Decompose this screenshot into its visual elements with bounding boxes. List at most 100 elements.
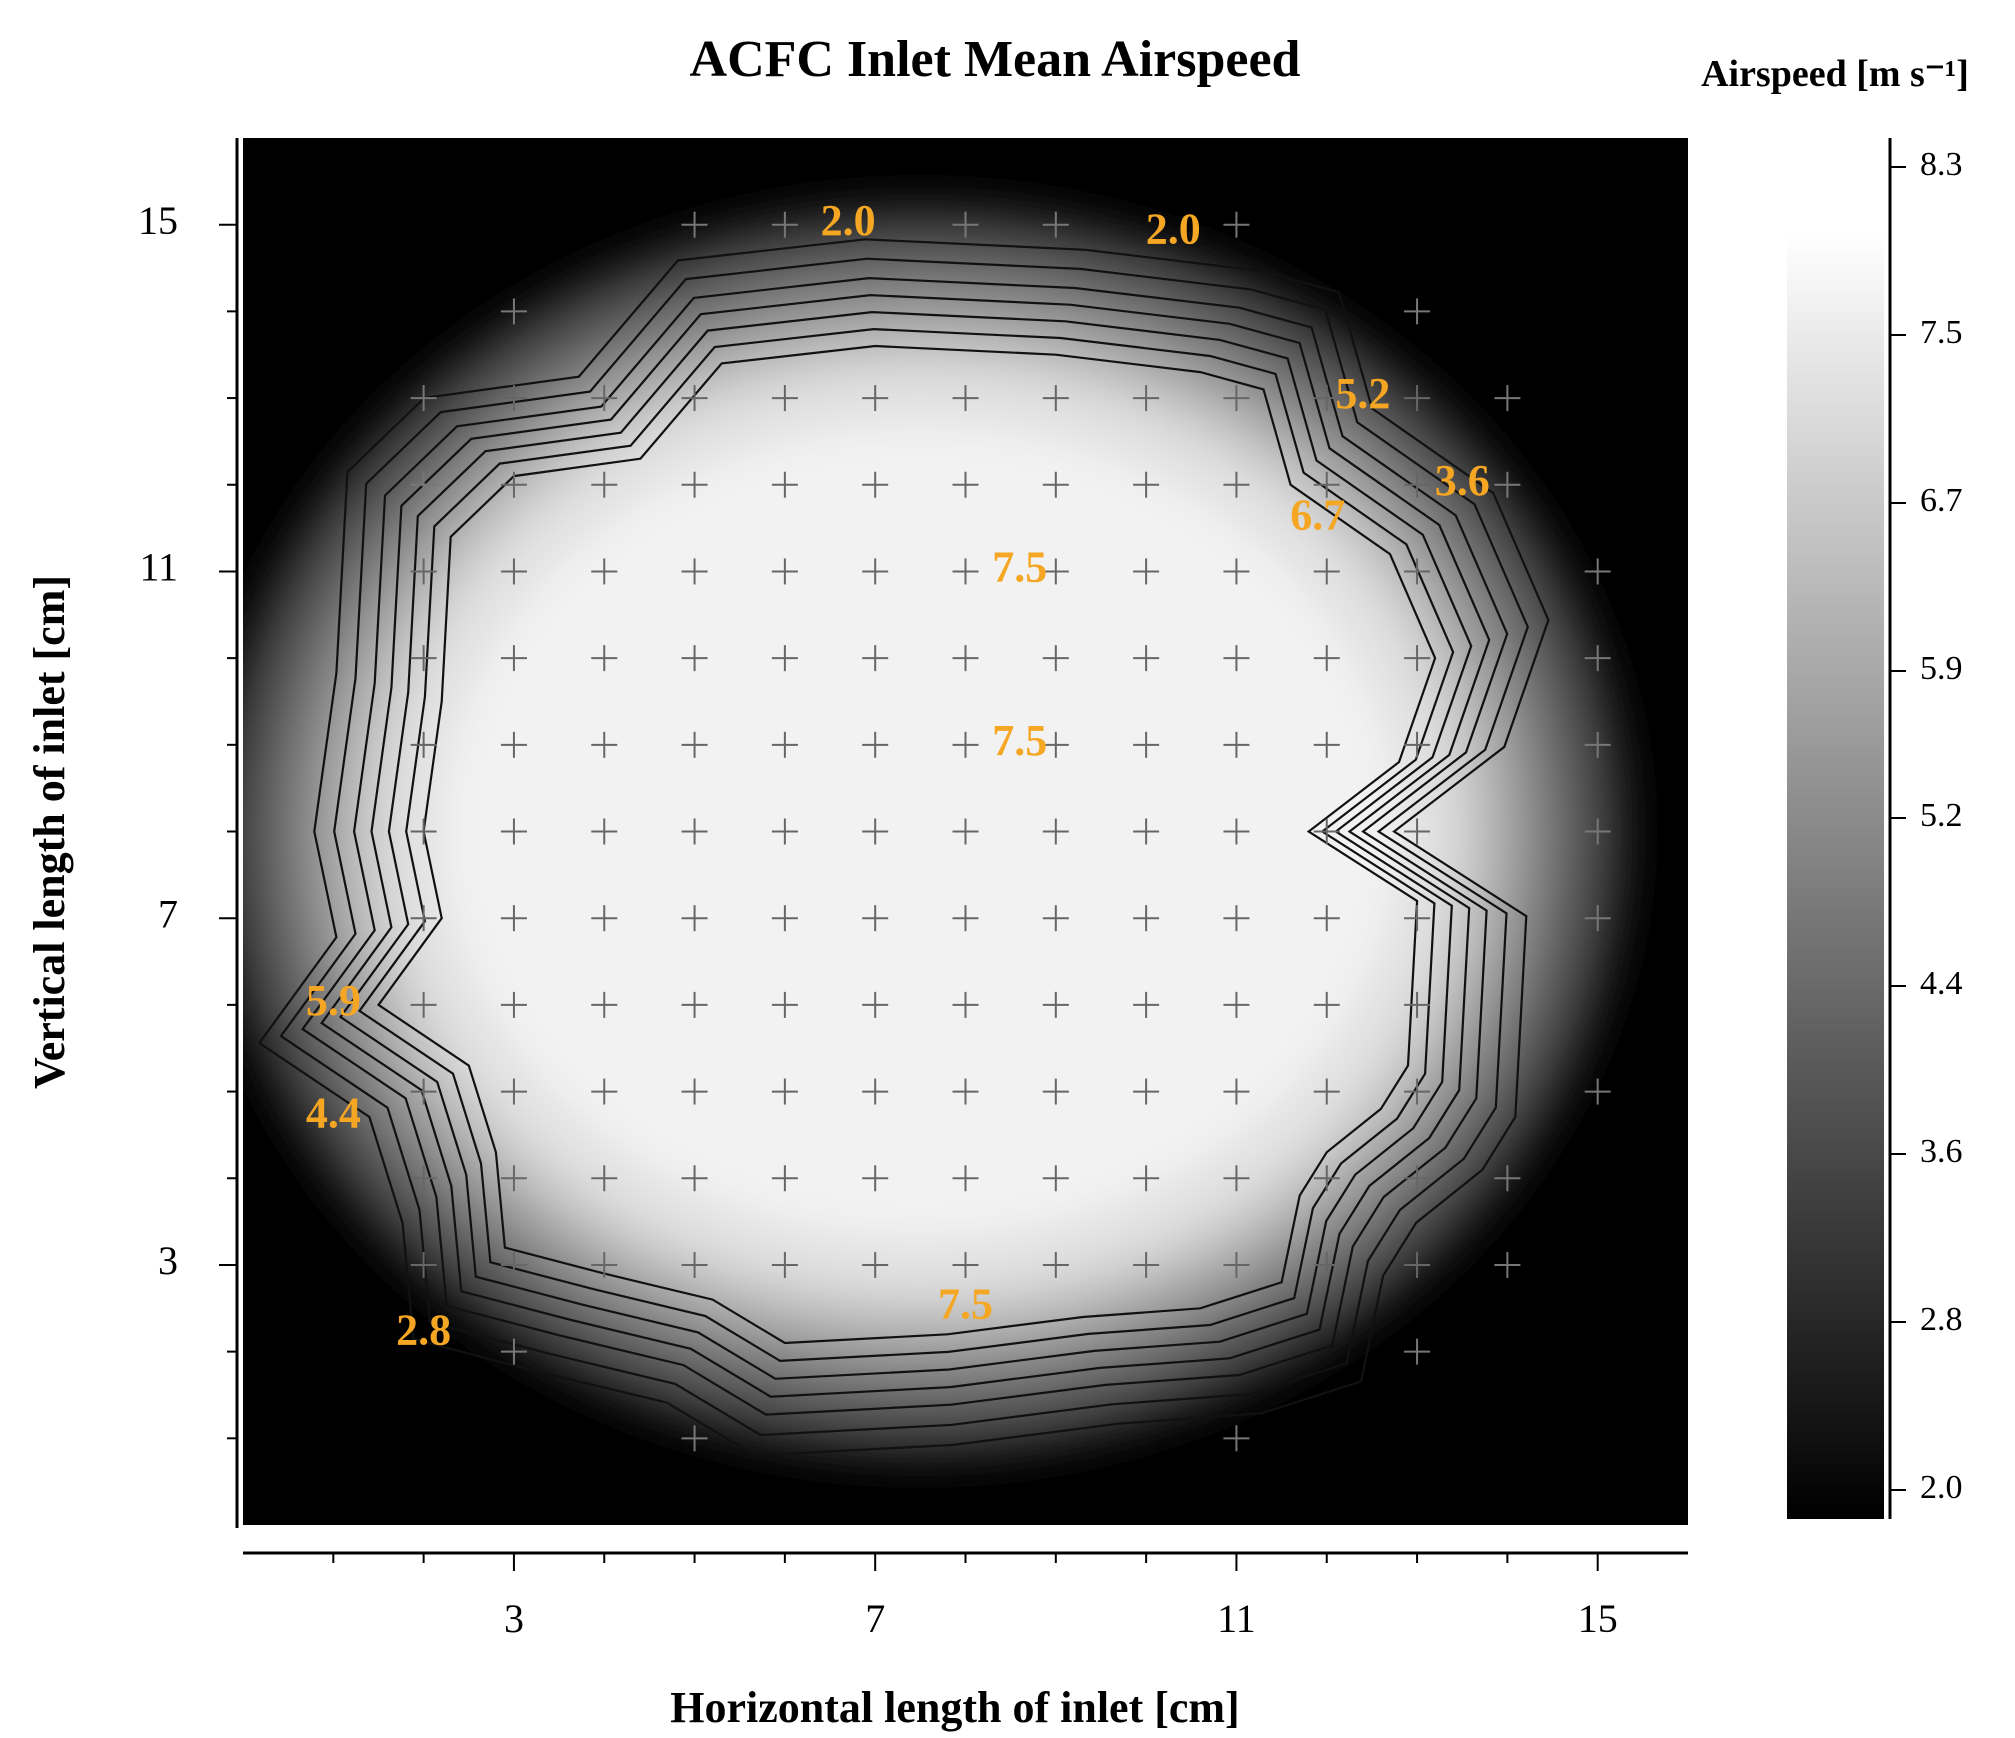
measurement-point bbox=[1584, 645, 1611, 672]
measurement-point bbox=[681, 905, 708, 932]
measurement-point bbox=[681, 731, 708, 758]
colorbar-tick-label: 2.8 bbox=[1920, 1301, 1963, 1338]
measurement-point bbox=[681, 385, 708, 412]
measurement-point bbox=[1042, 818, 1069, 845]
measurement-point bbox=[952, 211, 979, 238]
airspeed-field bbox=[243, 198, 1634, 1465]
contour-line bbox=[257, 238, 1550, 1457]
measurement-point bbox=[410, 1078, 437, 1105]
measurement-point bbox=[681, 1165, 708, 1192]
measurement-point bbox=[1223, 558, 1250, 585]
contour-line bbox=[320, 293, 1491, 1398]
measurement-point bbox=[1404, 1165, 1431, 1192]
measurement-point bbox=[410, 731, 437, 758]
measurement-point bbox=[1494, 471, 1521, 498]
y-tick-label: 3 bbox=[158, 1238, 178, 1283]
measurement-point bbox=[591, 1078, 618, 1105]
measurement-point bbox=[1313, 731, 1340, 758]
measurement-point bbox=[681, 818, 708, 845]
measurement-point bbox=[1042, 471, 1069, 498]
colorbar-tick-label: 5.2 bbox=[1920, 797, 1963, 834]
chart-title: ACFC Inlet Mean Airspeed bbox=[690, 31, 1301, 88]
contour-label: 2.0 bbox=[1146, 204, 1201, 253]
measurement-point bbox=[1404, 471, 1431, 498]
measurement-point bbox=[1313, 645, 1340, 672]
measurement-point bbox=[771, 1078, 798, 1105]
measurement-point bbox=[1042, 385, 1069, 412]
contour-line bbox=[301, 276, 1509, 1416]
measurement-point bbox=[1313, 385, 1340, 412]
measurement-point bbox=[500, 1251, 527, 1278]
measurement-point bbox=[1133, 471, 1160, 498]
contour-label: 3.6 bbox=[1435, 456, 1490, 505]
measurement-point bbox=[500, 471, 527, 498]
colorbar-tick-label: 6.7 bbox=[1920, 482, 1963, 519]
measurement-point bbox=[681, 1425, 708, 1452]
measurement-point bbox=[1494, 385, 1521, 412]
measurement-point bbox=[681, 645, 708, 672]
measurement-point bbox=[410, 1251, 437, 1278]
measurement-point bbox=[862, 731, 889, 758]
measurement-point bbox=[1313, 905, 1340, 932]
measurement-point bbox=[410, 471, 437, 498]
y-tick-label: 15 bbox=[138, 198, 178, 243]
measurement-point bbox=[1313, 558, 1340, 585]
x-tick-label: 3 bbox=[504, 1596, 524, 1641]
colorbar: 2.0 2.8 3.6 4.4 5.2 5.9 6.7 7.5 8.3 bbox=[1787, 138, 1963, 1519]
measurement-point bbox=[1404, 558, 1431, 585]
airspeed-band bbox=[441, 424, 1399, 1239]
measurement-point bbox=[500, 298, 527, 325]
measurement-point bbox=[1133, 1251, 1160, 1278]
measurement-point bbox=[1404, 385, 1431, 412]
measurement-point bbox=[1584, 558, 1611, 585]
measurement-point bbox=[1313, 1078, 1340, 1105]
measurement-point bbox=[410, 558, 437, 585]
measurement-point bbox=[1223, 1251, 1250, 1278]
measurement-point bbox=[500, 645, 527, 672]
measurement-point bbox=[591, 471, 618, 498]
measurement-point bbox=[1313, 471, 1340, 498]
measurement-point bbox=[771, 905, 798, 932]
measurement-point bbox=[410, 1165, 437, 1192]
colorbar-tick-label: 4.4 bbox=[1920, 965, 1963, 1002]
measurement-point bbox=[1042, 1165, 1069, 1192]
measurement-points bbox=[410, 211, 1611, 1452]
measurement-point bbox=[862, 1078, 889, 1105]
contour-label: 7.5 bbox=[992, 716, 1047, 765]
measurement-point bbox=[862, 1251, 889, 1278]
contour-label: 2.8 bbox=[396, 1305, 451, 1354]
measurement-point bbox=[771, 211, 798, 238]
measurement-point bbox=[1133, 905, 1160, 932]
measurement-point bbox=[1042, 1078, 1069, 1105]
measurement-point bbox=[952, 1078, 979, 1105]
contour-line bbox=[376, 344, 1437, 1345]
measurement-point bbox=[410, 385, 437, 412]
measurement-point bbox=[862, 471, 889, 498]
measurement-point bbox=[1042, 905, 1069, 932]
measurement-point bbox=[771, 558, 798, 585]
measurement-point bbox=[410, 905, 437, 932]
measurement-point bbox=[1042, 991, 1069, 1018]
measurement-point bbox=[1494, 1165, 1521, 1192]
x-tick-label: 15 bbox=[1578, 1596, 1618, 1641]
colorbar-tick-label: 3.6 bbox=[1920, 1133, 1963, 1170]
measurement-point bbox=[771, 385, 798, 412]
measurement-point bbox=[591, 385, 618, 412]
measurement-point bbox=[1404, 905, 1431, 932]
measurement-point bbox=[952, 731, 979, 758]
measurement-point bbox=[1133, 385, 1160, 412]
measurement-point bbox=[1223, 1165, 1250, 1192]
measurement-point bbox=[1404, 1078, 1431, 1105]
contour-label: 7.5 bbox=[938, 1279, 993, 1328]
measurement-point bbox=[771, 1165, 798, 1192]
measurement-point bbox=[1584, 1078, 1611, 1105]
measurement-point bbox=[1133, 645, 1160, 672]
y-tick-label: 7 bbox=[158, 891, 178, 936]
measurement-point bbox=[1133, 558, 1160, 585]
measurement-point bbox=[1042, 211, 1069, 238]
x-tick-label: 7 bbox=[865, 1596, 885, 1641]
measurement-point bbox=[500, 1078, 527, 1105]
measurement-point bbox=[952, 558, 979, 585]
measurement-point bbox=[952, 1165, 979, 1192]
measurement-point bbox=[410, 991, 437, 1018]
